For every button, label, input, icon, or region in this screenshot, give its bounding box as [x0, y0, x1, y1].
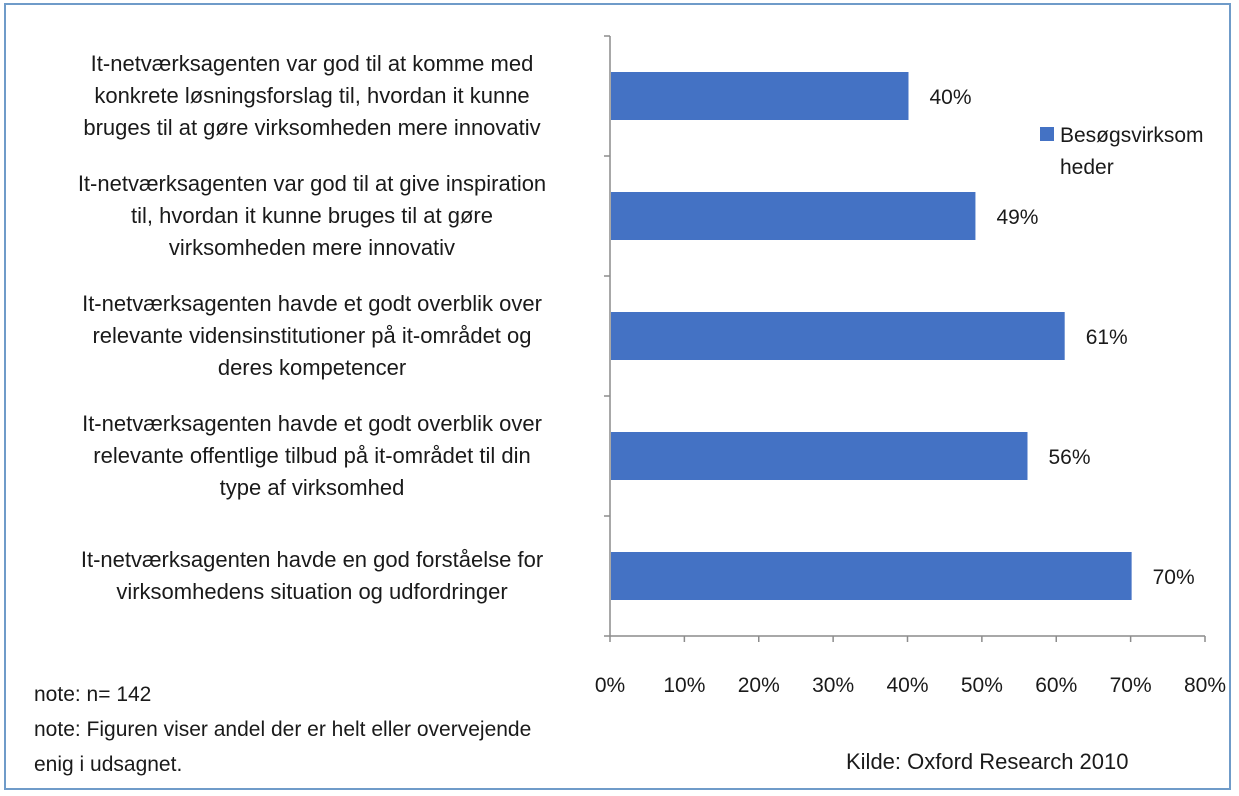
x-tick-label: 40% [886, 674, 928, 697]
category-label-line: relevante offentlige tilbud på it-område… [93, 443, 531, 468]
note-sample-size: note: n= 142 [34, 683, 152, 706]
legend-label-line1: Besøgsvirksom [1060, 124, 1204, 147]
bar [611, 192, 976, 240]
category-label-line: It-netværksagenten havde et godt overbli… [82, 411, 542, 436]
category-label-line: konkrete løsningsforslag til, hvordan it… [94, 83, 530, 108]
category-label-line: bruges til at gøre virksomheden mere inn… [83, 115, 541, 140]
data-label: 40% [930, 86, 972, 109]
category-label: It-netværksagenten havde et godt overbli… [12, 288, 612, 384]
chart-frame [4, 3, 1231, 790]
bar [611, 312, 1065, 360]
category-label: It-netværksagenten var god til at komme … [12, 48, 612, 144]
x-tick-label: 10% [663, 674, 705, 697]
x-tick-label: 0% [595, 674, 625, 697]
x-tick-label: 50% [961, 674, 1003, 697]
category-label-line: It-netværksagenten var god til at give i… [77, 171, 547, 196]
category-label: It-netværksagenten havde en god forståel… [12, 544, 612, 608]
data-label: 70% [1153, 566, 1195, 589]
x-tick-label: 70% [1110, 674, 1152, 697]
data-label: 49% [996, 206, 1038, 229]
legend-swatch [1040, 127, 1054, 141]
category-label-line: It-netværksagenten var god til at komme … [90, 51, 534, 76]
category-label-line: virksomhedens situation og udfordringer [116, 579, 508, 604]
x-tick-label: 80% [1184, 674, 1226, 697]
x-tick-label: 20% [738, 674, 780, 697]
note-description-line2: enig i udsagnet. [34, 753, 183, 776]
category-label-line: relevante vidensinstitutioner på it-områ… [92, 323, 532, 348]
x-tick-label: 60% [1035, 674, 1077, 697]
category-label-line: til, hvordan it kunne bruges til at gøre [131, 203, 493, 228]
legend-label-line2: heder [1060, 156, 1114, 179]
category-label-line: It-netværksagenten havde et godt overbli… [82, 291, 542, 316]
bar [611, 432, 1028, 480]
bar [611, 552, 1132, 600]
data-label: 56% [1049, 446, 1091, 469]
category-label: It-netværksagenten havde et godt overbli… [12, 408, 612, 504]
note-description-line1: note: Figuren viser andel der er helt el… [34, 718, 532, 741]
category-label: It-netværksagenten var god til at give i… [12, 168, 612, 264]
category-label-line: type af virksomhed [219, 475, 405, 500]
category-label-line: It-netværksagenten havde en god forståel… [80, 547, 544, 572]
x-tick-label: 30% [812, 674, 854, 697]
data-label: 61% [1086, 326, 1128, 349]
bar [611, 72, 909, 120]
legend: Besøgsvirksom heder [1040, 120, 1235, 184]
category-label-line: deres kompetencer [217, 355, 407, 380]
category-label-line: virksomheden mere innovativ [168, 235, 456, 260]
source-credit: Kilde: Oxford Research 2010 [846, 749, 1129, 774]
